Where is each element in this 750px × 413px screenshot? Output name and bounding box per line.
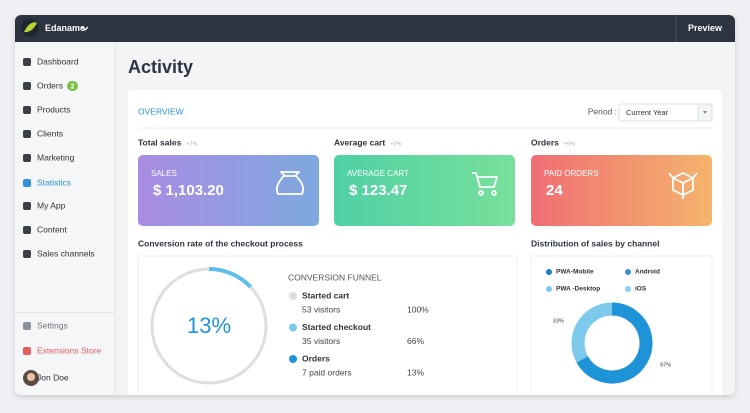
step-detail: 35 visitors xyxy=(302,336,340,346)
funnel-subtitle: CONVERSION FUNNEL xyxy=(288,272,382,282)
stat-heading: Total sales xyxy=(138,137,182,147)
legend-dot xyxy=(546,269,552,275)
nav-icon xyxy=(23,322,31,330)
step-dot xyxy=(289,355,297,363)
stat-value: $ 1,103.20 xyxy=(153,182,224,199)
step-name: Orders xyxy=(302,353,330,363)
funnel-box xyxy=(137,255,518,395)
stat-label: AVERAGE CART xyxy=(347,169,409,178)
stat-label: SALES xyxy=(151,169,177,178)
nav-item[interactable]: Content xyxy=(37,224,67,234)
nav-icon xyxy=(23,347,31,355)
nav-item[interactable]: Sales channels xyxy=(37,248,95,258)
preview-button[interactable]: Preview xyxy=(688,23,723,33)
distribution-box xyxy=(530,255,713,395)
nav-item[interactable]: My App xyxy=(37,200,66,210)
step-percent: 100% xyxy=(407,304,429,314)
nav-item[interactable]: Marketing xyxy=(37,152,75,162)
legend-label: Android xyxy=(635,269,660,276)
donut-slice xyxy=(576,302,653,384)
brand-caret xyxy=(81,26,89,31)
nav-icon xyxy=(23,58,31,66)
legend-label: PWA -Desktop xyxy=(556,286,600,293)
nav-item[interactable]: Jon Doe xyxy=(37,372,69,382)
badge-count: 2 xyxy=(71,83,75,90)
stat-value: 24 xyxy=(546,182,563,199)
step-detail: 7 paid orders xyxy=(302,367,352,377)
badge xyxy=(66,81,78,91)
period-label: Period : xyxy=(588,106,617,116)
stat-icon xyxy=(472,172,498,196)
step-name: Started checkout xyxy=(302,322,371,332)
step-name: Started cart xyxy=(302,290,349,300)
select-arrow xyxy=(703,111,707,114)
stat-change: +5% xyxy=(564,141,575,147)
nav-icon xyxy=(23,179,31,187)
nav-icon xyxy=(23,82,31,90)
brand[interactable]: Edaname xyxy=(45,23,85,33)
step-percent: 66% xyxy=(407,336,424,346)
stat-icon xyxy=(668,172,698,199)
step-percent: 13% xyxy=(407,367,424,377)
nav-icon xyxy=(23,106,31,114)
top-bar xyxy=(15,15,735,42)
nav-item[interactable]: Clients xyxy=(37,128,63,138)
nav-item[interactable]: Extensions Store xyxy=(37,345,102,355)
legend-dot xyxy=(546,286,552,292)
nav-icon xyxy=(23,202,31,210)
nav-item[interactable]: Statistics xyxy=(37,177,71,187)
section-title: Distribution of sales by channel xyxy=(531,238,659,248)
stat-heading: Average cart xyxy=(334,137,385,147)
slice-label: 67% xyxy=(660,362,671,368)
stat-icon xyxy=(275,171,305,195)
section-title: Conversion rate of the checkout process xyxy=(138,238,303,248)
legend-dot xyxy=(625,269,631,275)
nav-icon xyxy=(23,250,31,258)
step-detail: 53 visitors xyxy=(302,304,340,314)
legend-label: PWA-Mobile xyxy=(556,269,594,276)
slice-label: 33% xyxy=(553,318,564,324)
stat-label: PAID ORDERS xyxy=(544,169,599,178)
section-label: OVERVIEW xyxy=(138,106,184,116)
nav-icon xyxy=(23,130,31,138)
sidebar xyxy=(15,42,115,395)
nav-item[interactable]: Products xyxy=(37,104,71,114)
step-dot xyxy=(289,323,297,332)
nav-item[interactable]: Settings xyxy=(37,320,68,330)
stat-card xyxy=(531,155,712,226)
stat-value: $ 123.47 xyxy=(349,182,407,199)
stat-change: +7% xyxy=(186,141,197,147)
gauge-label: 13% xyxy=(187,313,231,338)
nav-item[interactable]: Orders xyxy=(37,80,63,90)
legend-dot xyxy=(625,286,631,292)
step-dot xyxy=(289,292,297,300)
stat-card xyxy=(138,155,319,226)
nav-icon xyxy=(23,226,31,234)
nav-item[interactable]: Dashboard xyxy=(37,56,79,66)
avatar-face xyxy=(27,373,35,381)
period-value[interactable]: Current Year xyxy=(626,108,669,117)
gauge-arc xyxy=(150,267,268,385)
divider xyxy=(15,312,115,313)
logo-leaf xyxy=(24,22,37,33)
stat-heading: Orders xyxy=(531,137,559,147)
stat-change: +2% xyxy=(390,141,401,147)
nav-icon xyxy=(23,154,31,162)
donut-slice xyxy=(571,302,613,363)
page-title: Activity xyxy=(128,57,193,77)
stat-card xyxy=(334,155,515,226)
legend-label: iOS xyxy=(635,286,647,293)
